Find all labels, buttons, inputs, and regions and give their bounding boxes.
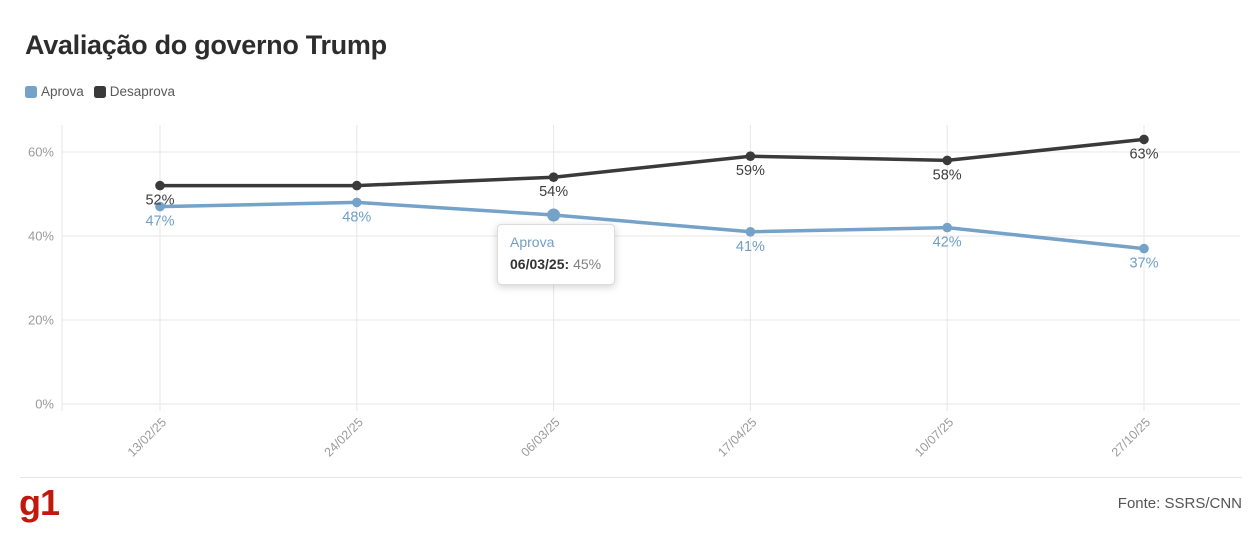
data-label: 58%	[933, 167, 962, 183]
data-point-aprova-5[interactable]	[1139, 243, 1149, 254]
legend-label-desaprova: Desaprova	[109, 84, 176, 99]
tooltip: Aprova 06/03/25: 45%	[497, 224, 616, 286]
g1-logo: g1	[19, 482, 60, 523]
y-tick-label: 60%	[28, 145, 54, 160]
series-line-aprova	[158, 200, 1146, 251]
tooltip-row: 06/03/25: 45%	[510, 254, 601, 276]
x-tick-label: 06/03/25	[518, 415, 562, 459]
x-tick-label: 24/02/25	[322, 415, 366, 459]
source-credit: Fonte: SSRS/CNN	[1117, 495, 1242, 512]
data-point-aprova-1[interactable]	[352, 197, 362, 208]
legend-label-aprova: Aprova	[41, 84, 84, 99]
data-point-desaprova-0[interactable]	[155, 180, 165, 191]
x-tick-label: 10/07/25	[912, 415, 956, 459]
x-tick-label: 27/10/25	[1109, 415, 1153, 459]
data-label: 41%	[736, 239, 765, 255]
y-tick-label: 0%	[35, 397, 54, 412]
data-point-desaprova-2[interactable]	[548, 172, 559, 182]
data-point-desaprova-5[interactable]	[1139, 134, 1149, 145]
data-label: 54%	[539, 184, 568, 200]
data-label: 42%	[933, 235, 962, 251]
data-label: 47%	[145, 214, 174, 230]
data-point-desaprova-4[interactable]	[942, 155, 952, 166]
x-tick-label: 13/02/25	[125, 415, 169, 459]
data-point-aprova-3[interactable]	[745, 227, 756, 237]
data-label: 37%	[1129, 256, 1158, 272]
legend-item-aprova[interactable]: Aprova	[25, 84, 84, 99]
data-label: 63%	[1129, 146, 1158, 162]
legend-swatch-desaprova	[93, 85, 106, 98]
series-line-desaprova	[158, 137, 1146, 188]
data-label: 59%	[736, 163, 765, 179]
data-point-aprova-4[interactable]	[942, 222, 952, 233]
data-point-aprova-2[interactable]	[547, 208, 561, 222]
legend-swatch-aprova	[25, 85, 37, 98]
legend: Aprova Desaprova	[25, 84, 175, 99]
data-point-aprova-0[interactable]	[155, 201, 165, 212]
data-label: 48%	[342, 209, 371, 225]
data-point-desaprova-3[interactable]	[745, 151, 756, 161]
y-tick-label: 20%	[28, 313, 54, 328]
legend-item-desaprova[interactable]: Desaprova	[93, 84, 176, 99]
data-point-desaprova-1[interactable]	[352, 180, 362, 191]
footer-divider	[20, 477, 1242, 478]
line-chart: 0% 20% 40% 60% 13/02/25 24/02/25 06/03/25 17/04…	[28, 125, 1240, 460]
chart-title: Avaliação do governo Trump	[25, 30, 387, 60]
x-tick-label: 17/04/25	[715, 415, 759, 459]
tooltip-date: 06/03/25:	[510, 255, 570, 272]
data-label: 52%	[145, 193, 174, 209]
tooltip-series-label: Aprova	[510, 234, 555, 250]
y-tick-label: 40%	[28, 229, 54, 244]
tooltip-value: 45%	[573, 255, 602, 272]
